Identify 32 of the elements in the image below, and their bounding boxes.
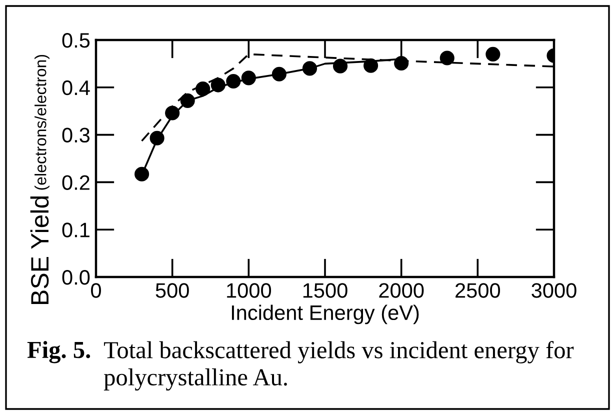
y-tick-label: 0.0: [62, 270, 90, 285]
point: [180, 93, 195, 108]
x-tick-label: 0: [91, 283, 101, 298]
point: [364, 58, 378, 73]
point: [486, 46, 500, 62]
text: Total backscattered yields vs incident energy for polycrystalline Au.: [104, 341, 574, 391]
x-tick-label: 3000: [532, 283, 576, 298]
y-axis-title: BSE Yield (electrons/electron): [30, 54, 50, 304]
point: [134, 166, 150, 182]
point: [394, 56, 409, 71]
y-tick-label: 0.2: [62, 175, 90, 190]
y-tick-label: 0.3: [62, 128, 90, 143]
y-tick-label: 0.1: [62, 222, 90, 238]
x-tick-label: 500: [156, 283, 189, 298]
point: [332, 58, 348, 74]
x-tick-label: 2000: [379, 283, 424, 298]
point: [272, 66, 286, 82]
x-tick-label: 1500: [303, 283, 348, 298]
caption: Fig. 5.: [27, 341, 90, 364]
point: [210, 78, 226, 92]
point: [196, 82, 210, 96]
x-tick-label: 2500: [456, 283, 500, 298]
x-tick-label: 1000: [227, 283, 272, 298]
x-axis-title: Incident Energy (eV): [232, 304, 419, 324]
y-tick-label: 0.4: [62, 80, 90, 96]
point: [241, 70, 256, 86]
point: [302, 61, 318, 76]
y-tick-label: 0.5: [62, 33, 90, 48]
point: [440, 50, 454, 66]
point: [150, 130, 164, 146]
point: [165, 106, 180, 120]
point: [226, 74, 241, 89]
